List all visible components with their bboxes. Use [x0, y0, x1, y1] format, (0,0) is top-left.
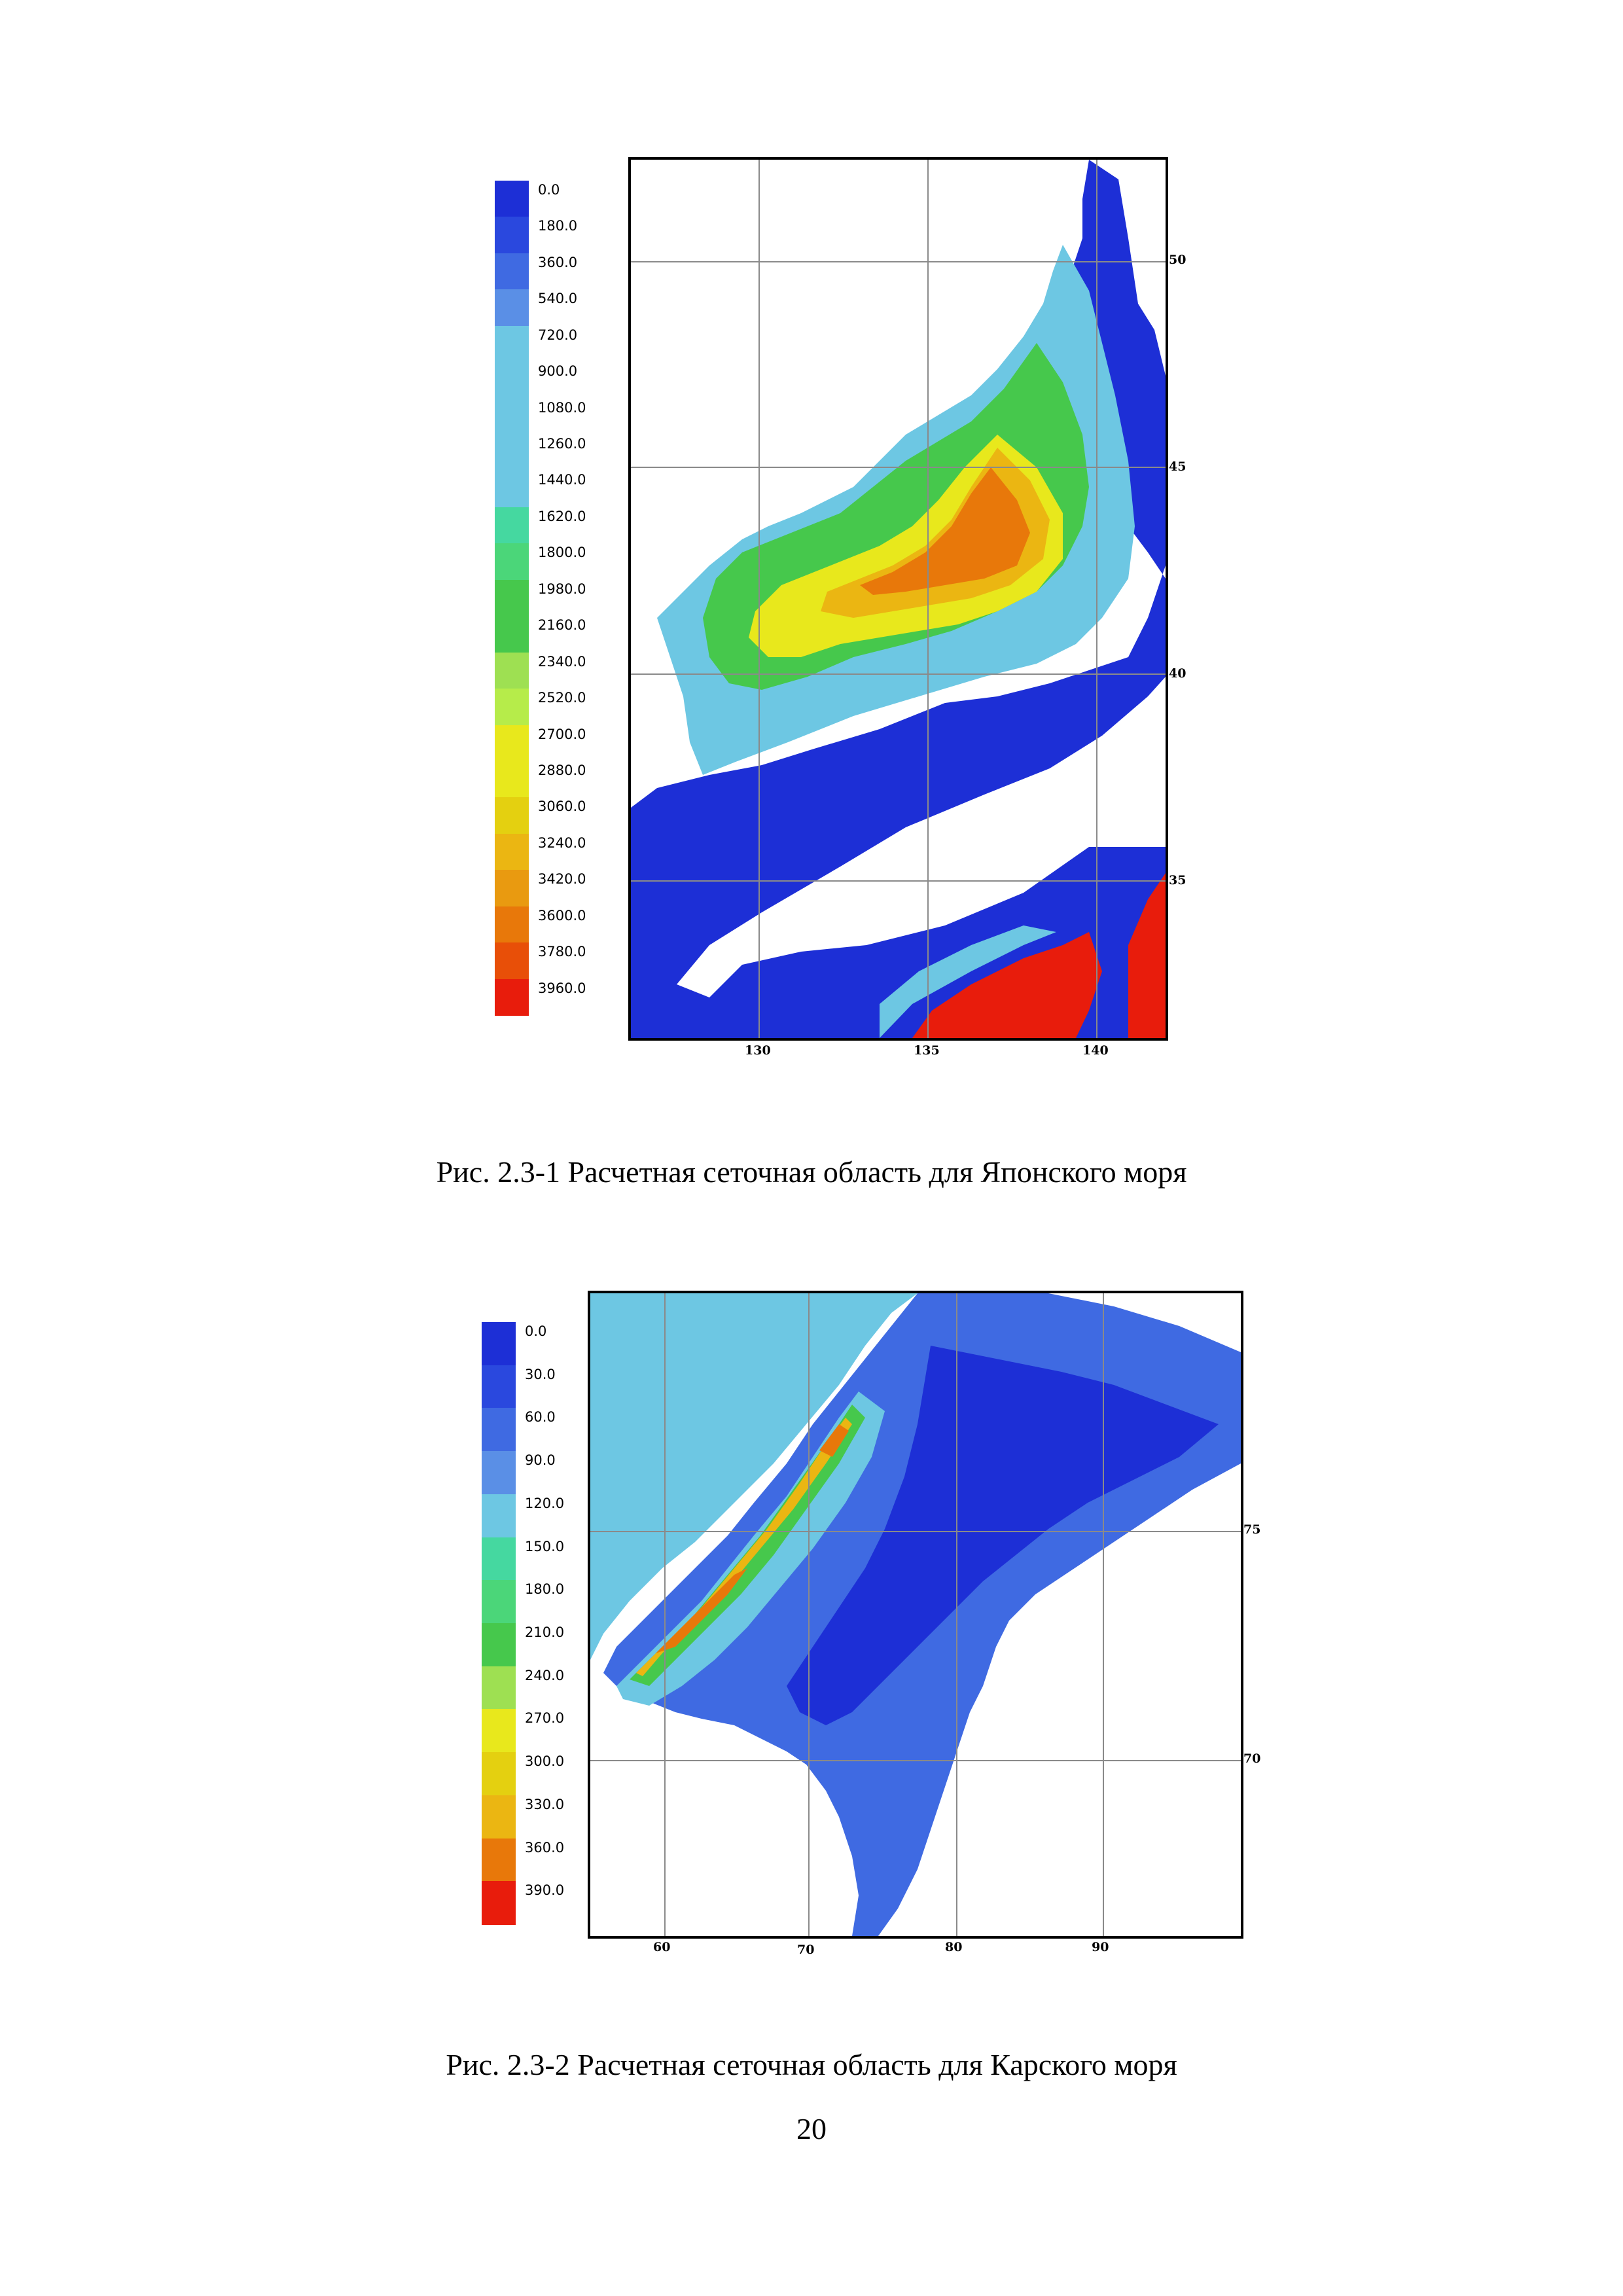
legend-swatch	[495, 435, 529, 472]
legend-swatch	[482, 1752, 516, 1796]
legend-swatch	[495, 978, 529, 1016]
legend-label: 300.0	[525, 1753, 565, 1770]
legend-swatch	[495, 471, 529, 508]
legend-label: 2700.0	[538, 726, 586, 742]
kara-figure-caption: Рис. 2.3-2 Расчетная сеточная область дл…	[446, 2048, 1177, 2081]
legend-label: 270.0	[525, 1710, 565, 1727]
legend-label: 360.0	[525, 1839, 565, 1856]
legend-swatch	[482, 1408, 516, 1452]
japan-y-tick-35: 35	[1169, 873, 1186, 888]
legend-label: 0.0	[525, 1323, 547, 1339]
legend-swatch	[495, 507, 529, 545]
page-number: 20	[796, 2112, 827, 2145]
legend-swatch	[495, 906, 529, 944]
legend-swatch	[495, 543, 529, 581]
legend-label: 180.0	[525, 1581, 565, 1598]
legend-swatch	[495, 616, 529, 653]
legend-label: 240.0	[525, 1667, 565, 1683]
legend-swatch	[495, 362, 529, 399]
legend-label: 2340.0	[538, 653, 586, 670]
legend-swatch	[482, 1494, 516, 1538]
kara-x-tick-90: 90	[1092, 1940, 1109, 1954]
kara-x-tick-80: 80	[945, 1940, 963, 1954]
legend-label: 60.0	[525, 1409, 556, 1426]
legend-label: 360.0	[538, 254, 578, 270]
legend-label: 120.0	[525, 1495, 565, 1511]
legend-swatch	[482, 1666, 516, 1710]
legend-swatch	[495, 833, 529, 871]
legend-label: 1980.0	[538, 581, 586, 597]
japan-x-tick-130: 130	[745, 1043, 771, 1058]
legend-label: 1440.0	[538, 472, 586, 488]
legend-swatch	[495, 217, 529, 254]
legend-label: 1800.0	[538, 545, 586, 561]
legend-swatch	[482, 1838, 516, 1882]
legend-swatch	[495, 289, 529, 327]
japan-y-tick-45: 45	[1169, 459, 1186, 474]
legend-swatch	[495, 870, 529, 907]
legend-swatch	[495, 725, 529, 762]
legend-label: 3600.0	[538, 907, 586, 924]
legend-swatch	[495, 761, 529, 798]
legend-label: 540.0	[538, 291, 578, 307]
legend-swatch	[482, 1322, 516, 1366]
kara-x-tick-60: 60	[653, 1940, 671, 1954]
legend-label: 2880.0	[538, 762, 586, 778]
legend-label: 150.0	[525, 1538, 565, 1554]
legend-swatch	[482, 1580, 516, 1624]
legend-swatch	[495, 181, 529, 218]
legend-label: 90.0	[525, 1452, 556, 1469]
kara-map-svg	[590, 1293, 1241, 1936]
legend-label: 330.0	[525, 1796, 565, 1812]
kara-sea-grid-map	[588, 1291, 1243, 1939]
kara-x-tick-70: 70	[797, 1943, 815, 1957]
legend-label: 0.0	[538, 182, 560, 198]
japan-y-tick-50: 50	[1169, 253, 1186, 267]
kara-y-tick-70: 70	[1243, 1751, 1261, 1766]
japan-x-tick-140: 140	[1082, 1043, 1109, 1058]
legend-swatch	[495, 942, 529, 980]
legend-swatch	[495, 398, 529, 436]
legend-swatch	[482, 1451, 516, 1495]
legend-label: 1260.0	[538, 436, 586, 452]
legend-swatch	[482, 1537, 516, 1581]
kara-gridlines	[590, 1293, 1241, 1936]
kara-y-tick-75: 75	[1243, 1522, 1261, 1537]
japan-depth-legend: 0.0 180.0 360.0 540.0 720.0 900.0 1080.0 1260.0…	[495, 181, 599, 1016]
legend-label: 3780.0	[538, 944, 586, 960]
japan-figure-caption: Рис. 2.3-1 Расчетная сеточная область дл…	[436, 1155, 1187, 1189]
japan-map-svg	[631, 160, 1166, 1038]
legend-label: 3060.0	[538, 798, 586, 815]
legend-swatch	[495, 579, 529, 617]
legend-swatch	[482, 1623, 516, 1667]
legend-label: 2520.0	[538, 690, 586, 706]
legend-label: 720.0	[538, 327, 578, 343]
legend-label: 3420.0	[538, 871, 586, 888]
legend-label: 2160.0	[538, 617, 586, 634]
japan-gridlines	[631, 160, 1166, 1038]
legend-swatch	[482, 1365, 516, 1409]
legend-swatch	[495, 325, 529, 363]
legend-swatch	[482, 1709, 516, 1753]
legend-label: 30.0	[525, 1366, 556, 1382]
legend-swatch	[482, 1795, 516, 1839]
legend-label: 210.0	[525, 1624, 565, 1640]
legend-swatch	[495, 689, 529, 726]
legend-label: 3240.0	[538, 834, 586, 851]
legend-swatch	[495, 797, 529, 834]
legend-swatch	[495, 253, 529, 291]
japan-x-tick-135: 135	[914, 1043, 940, 1058]
legend-label: 1080.0	[538, 399, 586, 416]
kara-depth-legend: 0.0 30.0 60.0 90.0 120.0 150.0 180.0 210.0 240.0…	[482, 1322, 586, 1925]
legend-label: 1620.0	[538, 508, 586, 524]
japan-y-tick-40: 40	[1169, 666, 1186, 681]
legend-label: 900.0	[538, 363, 578, 380]
legend-swatch	[495, 652, 529, 690]
legend-label: 180.0	[538, 218, 578, 234]
legend-swatch	[482, 1881, 516, 1925]
legend-label: 390.0	[525, 1882, 565, 1899]
japan-sea-grid-map	[628, 157, 1168, 1041]
legend-label: 3960.0	[538, 980, 586, 996]
